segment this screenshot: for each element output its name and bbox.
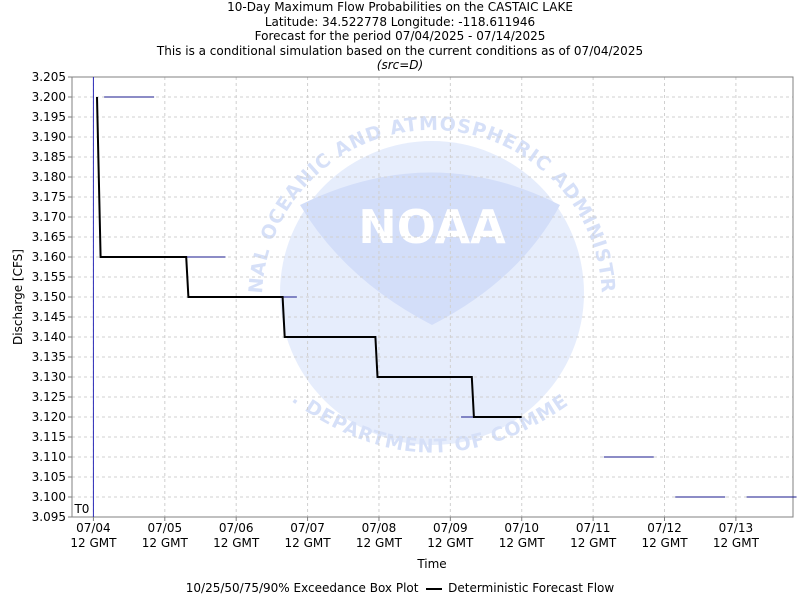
y-tick-label: 3.175 (32, 190, 66, 204)
y-tick-label: 3.180 (32, 170, 66, 184)
y-tick-label: 3.165 (32, 230, 66, 244)
x-tick-label-date: 07/11 (576, 521, 611, 535)
chart-legend: 10/25/50/75/90% Exceedance Box Plot Dete… (0, 580, 800, 596)
y-tick-label: 3.125 (32, 390, 66, 404)
x-tick-label-date: 07/09 (433, 521, 468, 535)
x-axis-label: Time (416, 557, 446, 571)
chart-note: This is a conditional simulation based o… (156, 43, 644, 58)
y-tick-label: 3.120 (32, 410, 66, 424)
legend-deterministic-label: Deterministic Forecast Flow (448, 581, 615, 595)
legend-exceedance-label: 10/25/50/75/90% Exceedance Box Plot (185, 581, 419, 595)
y-tick-label: 3.095 (32, 510, 66, 524)
x-tick-label-time: 12 GMT (142, 536, 189, 550)
x-tick-label-time: 12 GMT (713, 536, 760, 550)
x-tick-label-time: 12 GMT (641, 536, 688, 550)
legend-deterministic-swatch (426, 587, 443, 590)
t0-marker: T0 (73, 77, 94, 517)
y-tick-label: 3.205 (32, 70, 66, 84)
y-tick-label: 3.195 (32, 110, 66, 124)
x-tick-label-time: 12 GMT (213, 536, 260, 550)
y-tick-label: 3.110 (32, 450, 66, 464)
y-tick-label: 3.115 (32, 430, 66, 444)
y-tick-label: 3.170 (32, 210, 66, 224)
y-tick-label: 3.190 (32, 130, 66, 144)
x-tick-label-time: 12 GMT (499, 536, 546, 550)
x-tick-label-date: 07/06 (219, 521, 254, 535)
chart-title: 10-Day Maximum Flow Probabilities on the… (227, 0, 573, 14)
x-tick-label-time: 12 GMT (570, 536, 617, 550)
x-tick-label-time: 12 GMT (356, 536, 403, 550)
y-tick-label: 3.145 (32, 310, 66, 324)
x-tick-label-time: 12 GMT (285, 536, 332, 550)
y-tick-label: 3.130 (32, 370, 66, 384)
x-tick-label-time: 12 GMT (427, 536, 474, 550)
x-tick-label-date: 07/08 (362, 521, 397, 535)
chart-location: Latitude: 34.522778 Longitude: -118.6119… (264, 14, 536, 29)
y-tick-label: 3.135 (32, 350, 66, 364)
y-tick-label: 3.100 (32, 490, 66, 504)
y-axis: 3.095 3.100 3.105 3.110 3.115 3.120 3.125 3.130… (32, 70, 72, 524)
x-tick-label-time: 12 GMT (70, 536, 117, 550)
chart-header: 10-Day Maximum Flow Probabilities on the… (0, 0, 800, 73)
y-tick-label: 3.150 (32, 290, 66, 304)
x-tick-label-date: 07/05 (148, 521, 183, 535)
noaa-watermark: NOAA NATIONAL OCEANIC AND ATMOSPHERIC AD… (0, 0, 618, 458)
deterministic-series (96, 96, 522, 418)
y-axis-label: Discharge [CFS] (11, 249, 25, 345)
x-tick-label-date: 07/07 (290, 521, 325, 535)
x-tick-label-date: 07/12 (647, 521, 682, 535)
y-tick-label: 3.105 (32, 470, 66, 484)
x-tick-label-date: 07/13 (719, 521, 754, 535)
chart-source: (src=D) (376, 58, 424, 72)
x-tick-label-date: 07/10 (504, 521, 539, 535)
y-tick-label: 3.155 (32, 270, 66, 284)
t0-label: T0 (73, 502, 89, 516)
noaa-logo-bird (300, 172, 560, 325)
y-tick-label: 3.160 (32, 250, 66, 264)
y-tick-label: 3.140 (32, 330, 66, 344)
noaa-logo-text: NOAA (358, 200, 506, 254)
y-tick-label: 3.200 (32, 90, 66, 104)
chart-period: Forecast for the period 07/04/2025 - 07/… (254, 29, 546, 43)
deterministic-flow-line (96, 96, 522, 418)
y-tick-label: 3.185 (32, 150, 66, 164)
x-tick-label-date: 07/04 (76, 521, 111, 535)
